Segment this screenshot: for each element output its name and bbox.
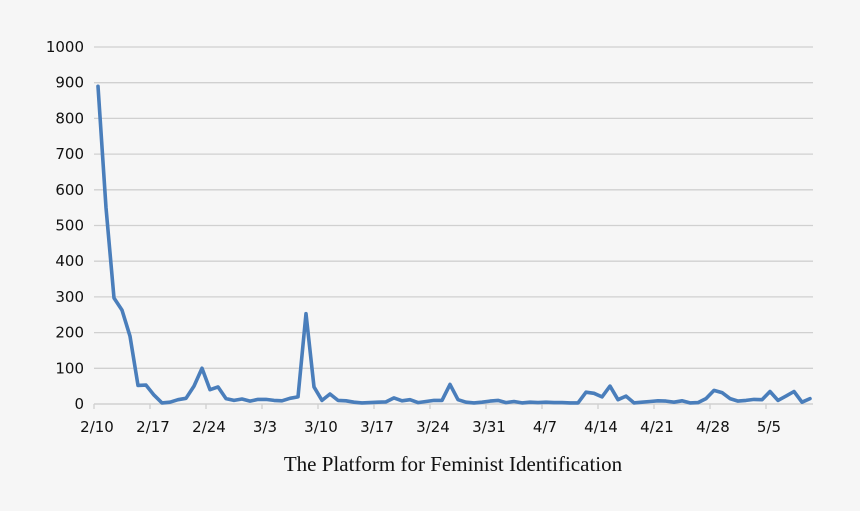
x-tick-label: 2/10 <box>80 418 114 436</box>
x-tick-label: 2/17 <box>136 418 170 436</box>
x-tick-label: 4/7 <box>533 418 557 436</box>
y-tick-label: 300 <box>55 288 84 306</box>
y-axis-tick-labels: 0 100 200 300 400 500 600 700 800 900 1000 <box>46 38 84 413</box>
y-tick-label: 0 <box>74 395 84 413</box>
y-tick-label: 200 <box>55 324 84 342</box>
x-tick-label: 3/17 <box>360 418 394 436</box>
x-tick-label: 3/3 <box>253 418 277 436</box>
x-tick-label: 2/24 <box>192 418 226 436</box>
y-tick-label: 1000 <box>46 38 84 56</box>
x-axis-title: The Platform for Feminist Identification <box>284 452 623 476</box>
x-tick-label: 3/24 <box>416 418 450 436</box>
x-tick-label: 5/5 <box>757 418 781 436</box>
gridlines <box>94 46 813 369</box>
x-tick-label: 4/21 <box>640 418 674 436</box>
y-tick-label: 900 <box>55 74 84 92</box>
x-axis-ticks: 2/10 2/17 2/24 3/3 3/10 3/17 3/24 3/31 4/7 4/14 4/… <box>80 404 781 436</box>
x-tick-label: 3/31 <box>472 418 506 436</box>
y-tick-label: 600 <box>55 181 84 199</box>
y-tick-label: 700 <box>55 145 84 163</box>
data-series-line <box>96 84 812 405</box>
x-tick-label: 4/28 <box>696 418 730 436</box>
y-tick-label: 400 <box>55 252 84 270</box>
x-tick-label: 4/14 <box>584 418 618 436</box>
y-tick-label: 100 <box>55 359 84 377</box>
y-tick-label: 800 <box>55 109 84 127</box>
x-tick-label: 3/10 <box>304 418 338 436</box>
y-tick-label: 500 <box>55 217 84 235</box>
